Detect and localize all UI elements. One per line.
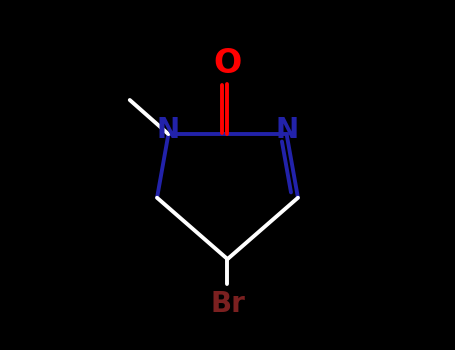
Text: Br: Br	[210, 289, 245, 317]
Text: O: O	[213, 47, 242, 79]
Text: N: N	[275, 117, 298, 145]
Text: N: N	[157, 117, 180, 145]
